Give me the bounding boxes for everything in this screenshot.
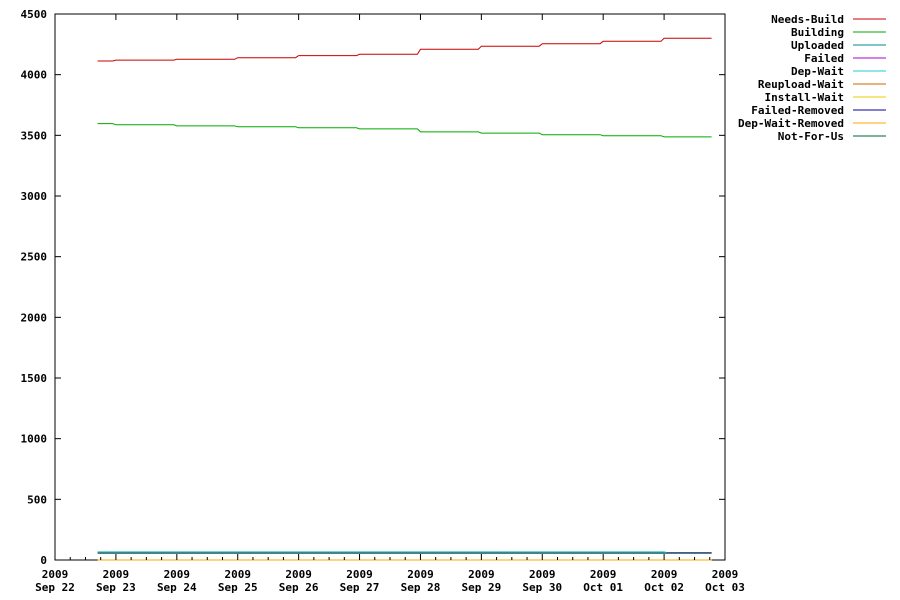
x-tick-label: Oct 03: [705, 581, 745, 594]
y-tick-label: 3000: [21, 190, 48, 203]
y-tick-label: 4000: [21, 69, 48, 82]
x-tick-label: Sep 26: [279, 581, 319, 594]
x-tick-year: 2009: [590, 568, 617, 581]
legend-label: Dep-Wait-Removed: [738, 117, 844, 130]
y-tick-label: 500: [27, 493, 47, 506]
y-tick-label: 4500: [21, 8, 48, 21]
y-tick-label: 2500: [21, 251, 48, 264]
plot-frame: [54, 13, 726, 561]
x-tick-label: Sep 23: [96, 581, 136, 594]
legend-label: Failed: [804, 52, 844, 65]
x-tick-year: 2009: [224, 568, 251, 581]
legend-label: Not-For-Us: [778, 130, 844, 143]
x-tick-label: Sep 22: [35, 581, 75, 594]
y-tick-label: 3500: [21, 129, 48, 142]
x-tick-year: 2009: [346, 568, 373, 581]
y-tick-label: 2000: [21, 311, 48, 324]
x-tick-year: 2009: [103, 568, 130, 581]
legend-label: Uploaded: [791, 39, 844, 52]
x-tick-year: 2009: [651, 568, 678, 581]
legend-label: Needs-Build: [771, 13, 844, 26]
legend-label: Failed-Removed: [751, 104, 844, 117]
y-tick-label: 1000: [21, 433, 48, 446]
legend-label: Reupload-Wait: [758, 78, 844, 91]
series-line-building: [97, 123, 712, 138]
x-tick-label: Sep 28: [401, 581, 441, 594]
x-tick-year: 2009: [712, 568, 739, 581]
series-line-needs-build: [97, 37, 712, 62]
y-tick-label: 0: [40, 554, 47, 567]
x-tick-label: Sep 30: [522, 581, 562, 594]
x-tick-label: Sep 24: [157, 581, 197, 594]
x-tick-year: 2009: [529, 568, 556, 581]
axis-layer: 0 500 1000 1500 2000 2500 3000 3500 4000 4500 2009…: [21, 8, 745, 594]
x-tick-label: Oct 01: [583, 581, 623, 594]
x-tick-year: 2009: [42, 568, 69, 581]
legend-label: Dep-Wait: [791, 65, 844, 78]
x-tick-label: Sep 27: [340, 581, 380, 594]
x-tick-label: Oct 02: [644, 581, 684, 594]
x-tick-year: 2009: [285, 568, 312, 581]
legend-label: Building: [791, 26, 844, 39]
series-layer: [97, 37, 712, 561]
x-tick-label: Sep 29: [461, 581, 501, 594]
x-tick-label: Sep 25: [218, 581, 258, 594]
x-tick-year: 2009: [468, 568, 495, 581]
legend-label: Install-Wait: [765, 91, 844, 104]
y-tick-label: 1500: [21, 372, 48, 385]
legend: Needs-BuildBuildingUploadedFailedDep-Wai…: [738, 13, 886, 143]
x-tick-year: 2009: [164, 568, 191, 581]
x-tick-year: 2009: [407, 568, 434, 581]
